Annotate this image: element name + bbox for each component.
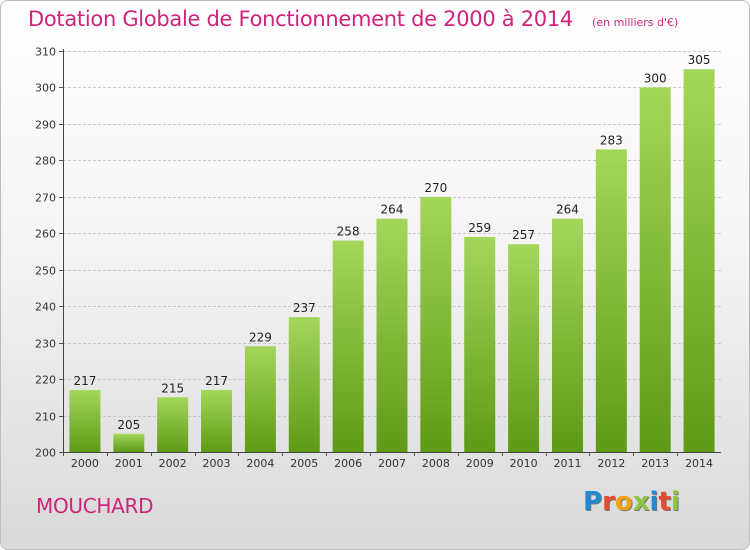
x-tick-label: 2014 bbox=[685, 457, 713, 470]
bar-value-label: 259 bbox=[468, 221, 491, 235]
bar-2002 bbox=[157, 397, 189, 452]
x-tick-label: 2000 bbox=[71, 457, 99, 470]
bar-2000 bbox=[69, 390, 101, 452]
logo-letter: P bbox=[583, 487, 603, 517]
y-tick-label: 230 bbox=[35, 338, 56, 351]
x-tick-label: 2010 bbox=[510, 457, 538, 470]
bar-2013 bbox=[639, 87, 671, 453]
x-tick-label: 2003 bbox=[203, 457, 231, 470]
x-tick-label: 2009 bbox=[466, 457, 494, 470]
x-tick-label: 2011 bbox=[553, 457, 581, 470]
y-tick-label: 220 bbox=[35, 374, 56, 387]
bar-2007 bbox=[376, 218, 408, 452]
logo-letter: o bbox=[614, 487, 633, 517]
bar-2009 bbox=[464, 236, 496, 452]
bar-2014 bbox=[683, 69, 715, 453]
y-tick-label: 210 bbox=[35, 411, 56, 424]
x-tick-label: 2006 bbox=[334, 457, 362, 470]
x-tick-label: 2002 bbox=[159, 457, 187, 470]
bar-2004 bbox=[244, 346, 276, 452]
axes bbox=[59, 49, 721, 456]
x-tick-label: 2012 bbox=[597, 457, 625, 470]
x-tick-label: 2007 bbox=[378, 457, 406, 470]
y-tick-label: 270 bbox=[35, 192, 56, 205]
logo-letter: x bbox=[632, 487, 650, 517]
bar-value-label: 283 bbox=[600, 133, 623, 147]
bar-2003 bbox=[201, 390, 233, 452]
x-tick-label: 2008 bbox=[422, 457, 450, 470]
logo-letter: i bbox=[670, 487, 680, 517]
y-tick-label: 300 bbox=[35, 82, 56, 95]
y-tick-label: 250 bbox=[35, 265, 56, 278]
logo-letter: r bbox=[602, 487, 615, 517]
y-tick-label: 260 bbox=[35, 228, 56, 241]
bar-2001 bbox=[113, 433, 145, 452]
bar-2008 bbox=[420, 196, 452, 452]
bar-value-label: 215 bbox=[161, 381, 184, 395]
chart-title: Dotation Globale de Fonctionnement de 20… bbox=[28, 7, 573, 31]
y-tick-label: 290 bbox=[35, 119, 56, 132]
bar-value-label: 270 bbox=[424, 181, 447, 195]
bar-2011 bbox=[551, 218, 583, 452]
y-tick-label: 280 bbox=[35, 155, 56, 168]
chart-subtitle: (en milliers d'€) bbox=[592, 16, 679, 29]
y-tick-label: 200 bbox=[35, 447, 56, 460]
x-tick-label: 2013 bbox=[641, 457, 669, 470]
bars bbox=[69, 69, 715, 453]
bar-value-label: 237 bbox=[293, 301, 316, 315]
bar-value-label: 229 bbox=[249, 330, 272, 344]
bar-value-label: 217 bbox=[205, 374, 228, 388]
y-tick-label: 310 bbox=[35, 46, 56, 59]
bar-value-label: 305 bbox=[688, 53, 711, 67]
town-name: MOUCHARD bbox=[36, 494, 154, 518]
bar-value-label: 264 bbox=[556, 203, 579, 217]
x-tick-label: 2001 bbox=[115, 457, 143, 470]
bar-2012 bbox=[595, 149, 627, 452]
y-tick-label: 240 bbox=[35, 301, 56, 314]
bar-value-label: 264 bbox=[381, 203, 404, 217]
proxiti-logo[interactable]: Proxiti bbox=[583, 487, 680, 517]
bar-2010 bbox=[508, 244, 540, 452]
bar-value-label: 258 bbox=[337, 225, 360, 239]
bar-value-label: 217 bbox=[73, 374, 96, 388]
x-tick-label: 2004 bbox=[246, 457, 274, 470]
labels: 200 210 220 230 240 250 260 270 280 290 300 310 217 2… bbox=[35, 46, 713, 471]
bar-value-label: 205 bbox=[117, 418, 140, 432]
bar-2005 bbox=[288, 317, 320, 452]
logo-letter: t bbox=[658, 487, 671, 517]
title-row: Dotation Globale de Fonctionnement de 20… bbox=[28, 7, 678, 31]
logo-letter: i bbox=[649, 487, 659, 517]
bar-value-label: 300 bbox=[644, 71, 667, 85]
x-tick-label: 2005 bbox=[290, 457, 318, 470]
bar-value-label: 257 bbox=[512, 228, 535, 242]
bar-2006 bbox=[332, 240, 364, 452]
